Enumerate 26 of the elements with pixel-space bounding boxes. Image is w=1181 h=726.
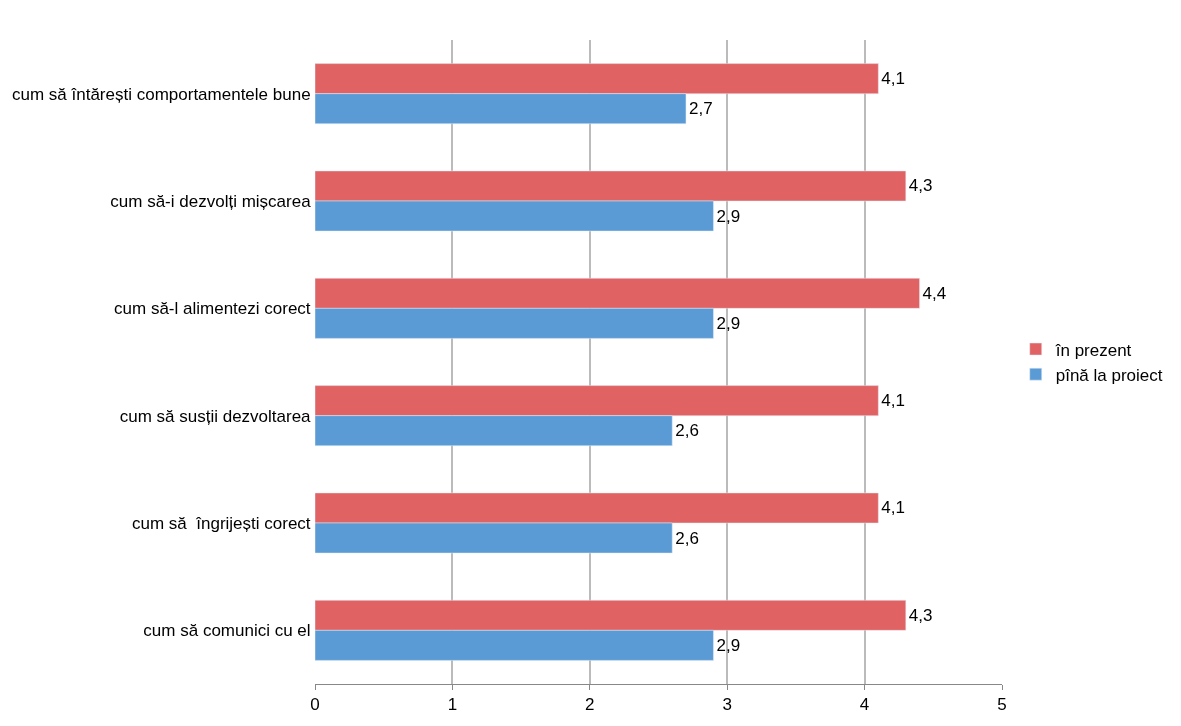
data-label: 2,6 [675,421,699,441]
legend-label: pînă la proiect [1055,365,1163,385]
legend-label: în prezent [1054,340,1132,360]
x-tick-label: 3 [722,695,732,715]
y-tick-label: cum să-l alimentezi corect [114,299,311,319]
y-tick-label: cum să întărești comportamentele bune [11,84,311,104]
data-label: 4,3 [908,176,933,196]
y-tick-label: cum să îngrijești corect [132,513,311,533]
data-label: 4,3 [908,605,933,625]
data-label: 4,4 [922,283,947,303]
x-tick-label: 4 [859,695,870,715]
data-label: 2,9 [716,206,741,226]
data-label: 2,6 [675,528,699,548]
data-label: 4,1 [881,69,905,89]
data-label: 2,9 [716,635,741,655]
data-label: 4,1 [881,391,905,411]
x-tick-label: 0 [310,695,320,715]
x-tick-label: 1 [447,695,458,715]
y-tick-label: cum să-i dezvolți mișcarea [110,191,312,211]
data-label: 2,7 [688,99,713,119]
data-label: 4,1 [881,498,905,518]
data-label: 2,9 [716,313,741,333]
x-tick-label: 5 [997,695,1007,715]
y-tick-label: cum să comunici cu el [143,621,311,641]
y-tick-label: cum să susții dezvoltarea [119,406,312,426]
x-tick-label: 2 [585,695,595,715]
